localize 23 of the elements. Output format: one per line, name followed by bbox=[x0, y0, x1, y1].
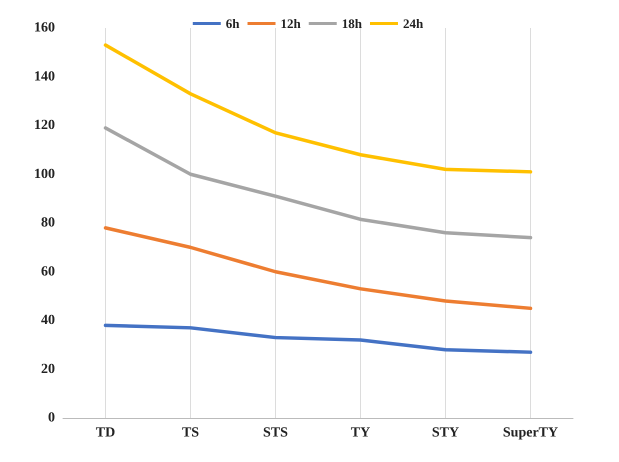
y-tick-label: 80 bbox=[41, 216, 55, 230]
y-tick-label: 40 bbox=[41, 313, 55, 328]
line-series bbox=[104, 226, 532, 310]
legend-label: 6h bbox=[226, 16, 240, 31]
legend-label: 24h bbox=[402, 16, 424, 31]
x-tick-label: SuperTY bbox=[502, 426, 558, 440]
x-tick-label: TD bbox=[96, 426, 116, 440]
line-series bbox=[104, 126, 532, 240]
y-tick-label: 140 bbox=[34, 69, 55, 84]
line-series bbox=[104, 43, 532, 174]
y-tick-label: 160 bbox=[34, 20, 55, 36]
line-series bbox=[104, 324, 532, 354]
legend-label: 12h bbox=[280, 16, 302, 31]
x-tick-label: TY bbox=[350, 426, 370, 440]
y-tick-label: 100 bbox=[34, 166, 55, 182]
y-tick-label: 20 bbox=[41, 362, 55, 377]
legend-label: 18h bbox=[342, 16, 363, 31]
y-tick-label: 120 bbox=[34, 118, 55, 133]
y-tick-label: 60 bbox=[41, 264, 55, 280]
x-tick-label: TS bbox=[182, 426, 200, 440]
x-tick-label: STY bbox=[432, 426, 460, 440]
x-tick-label: STS bbox=[263, 426, 288, 440]
y-tick-label: 0 bbox=[48, 410, 55, 426]
